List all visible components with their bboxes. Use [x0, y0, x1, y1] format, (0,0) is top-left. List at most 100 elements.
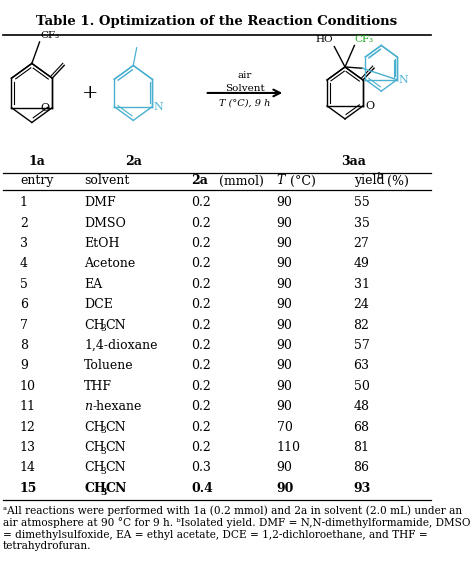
Text: DMF: DMF [84, 196, 116, 209]
Text: 110: 110 [276, 441, 301, 454]
Text: 90: 90 [276, 217, 292, 229]
Text: (mmol): (mmol) [215, 174, 264, 187]
Text: CH: CH [84, 319, 105, 332]
Text: 2a: 2a [125, 155, 142, 168]
Text: EtOH: EtOH [84, 237, 119, 250]
Text: 3: 3 [100, 447, 106, 456]
Text: ᵃAll reactions were performed with 1a (0.2 mmol) and 2a in solvent (2.0 mL) unde: ᵃAll reactions were performed with 1a (0… [3, 505, 470, 551]
Text: 8: 8 [20, 339, 28, 352]
Text: 50: 50 [354, 380, 369, 393]
Text: 0.4: 0.4 [191, 482, 213, 495]
Text: THF: THF [84, 380, 112, 393]
Text: 2a: 2a [191, 174, 208, 187]
Text: CH: CH [84, 461, 105, 475]
Text: N: N [154, 102, 164, 112]
Text: 1,4-dioxane: 1,4-dioxane [84, 339, 157, 352]
Text: 3: 3 [100, 467, 106, 476]
Text: CN: CN [105, 319, 126, 332]
Text: 13: 13 [20, 441, 36, 454]
Text: 0.2: 0.2 [191, 278, 211, 291]
Text: (%): (%) [383, 174, 409, 187]
Text: 12: 12 [20, 421, 36, 434]
Text: CH: CH [84, 421, 105, 434]
Text: 15: 15 [20, 482, 37, 495]
Text: 0.2: 0.2 [191, 441, 211, 454]
Text: 3: 3 [20, 237, 28, 250]
Text: Toluene: Toluene [84, 360, 134, 373]
Text: CN: CN [105, 421, 126, 434]
Text: T (°C), 9 h: T (°C), 9 h [219, 98, 271, 107]
Text: 6: 6 [20, 298, 28, 311]
Text: CF₃: CF₃ [355, 35, 374, 44]
Text: 81: 81 [354, 441, 370, 454]
Text: 90: 90 [276, 278, 292, 291]
Text: Solvent: Solvent [225, 84, 265, 93]
Text: 90: 90 [276, 298, 292, 311]
Text: 90: 90 [276, 196, 292, 209]
Text: n: n [84, 400, 92, 413]
Text: 0.3: 0.3 [191, 461, 211, 475]
Text: 27: 27 [354, 237, 369, 250]
Text: 7: 7 [20, 319, 28, 332]
Text: 24: 24 [354, 298, 369, 311]
Text: EA: EA [84, 278, 102, 291]
Text: 1: 1 [20, 196, 28, 209]
Text: 5: 5 [20, 278, 28, 291]
Text: air: air [238, 71, 252, 80]
Text: 82: 82 [354, 319, 369, 332]
Text: 3: 3 [100, 324, 106, 333]
Text: 1a: 1a [28, 155, 46, 168]
Text: 35: 35 [354, 217, 369, 229]
Text: 0.2: 0.2 [191, 339, 211, 352]
Text: O: O [41, 103, 50, 113]
Text: 90: 90 [276, 237, 292, 250]
Text: 31: 31 [354, 278, 370, 291]
Text: 86: 86 [354, 461, 370, 475]
Text: 9: 9 [20, 360, 28, 373]
Text: 0.2: 0.2 [191, 217, 211, 229]
Text: 3: 3 [100, 426, 106, 435]
Text: 0.2: 0.2 [191, 421, 211, 434]
Text: yield: yield [354, 174, 384, 187]
Text: CN: CN [105, 441, 126, 454]
Text: 2: 2 [20, 217, 28, 229]
Text: CN: CN [105, 461, 126, 475]
Text: 90: 90 [276, 319, 292, 332]
Text: 0.2: 0.2 [191, 400, 211, 413]
Text: HO: HO [315, 35, 333, 44]
Text: Acetone: Acetone [84, 257, 135, 270]
Text: 11: 11 [20, 400, 36, 413]
Text: 14: 14 [20, 461, 36, 475]
Text: 90: 90 [276, 257, 292, 270]
Text: 3aa: 3aa [341, 155, 366, 168]
Text: 0.2: 0.2 [191, 360, 211, 373]
Text: CH: CH [84, 441, 105, 454]
Text: -hexane: -hexane [92, 400, 142, 413]
Text: 0.2: 0.2 [191, 196, 211, 209]
Text: 90: 90 [276, 360, 292, 373]
Text: solvent: solvent [84, 174, 129, 187]
Text: N: N [399, 75, 409, 85]
Text: 93: 93 [354, 482, 371, 495]
Text: DCE: DCE [84, 298, 113, 311]
Text: 90: 90 [276, 461, 292, 475]
Text: 10: 10 [20, 380, 36, 393]
Text: 68: 68 [354, 421, 370, 434]
Text: entry: entry [20, 174, 54, 187]
Text: 55: 55 [354, 196, 369, 209]
Text: 57: 57 [354, 339, 369, 352]
Text: CF₃: CF₃ [40, 31, 59, 40]
Text: 0.2: 0.2 [191, 319, 211, 332]
Text: 90: 90 [276, 482, 294, 495]
Text: CN: CN [105, 482, 127, 495]
Text: 70: 70 [276, 421, 292, 434]
Text: 0.2: 0.2 [191, 298, 211, 311]
Text: 3: 3 [100, 488, 106, 496]
Text: 63: 63 [354, 360, 370, 373]
Text: (°C): (°C) [286, 174, 316, 187]
Text: T: T [276, 174, 285, 187]
Text: 0.2: 0.2 [191, 237, 211, 250]
Text: 49: 49 [354, 257, 369, 270]
Text: 0.2: 0.2 [191, 380, 211, 393]
Text: 48: 48 [354, 400, 370, 413]
